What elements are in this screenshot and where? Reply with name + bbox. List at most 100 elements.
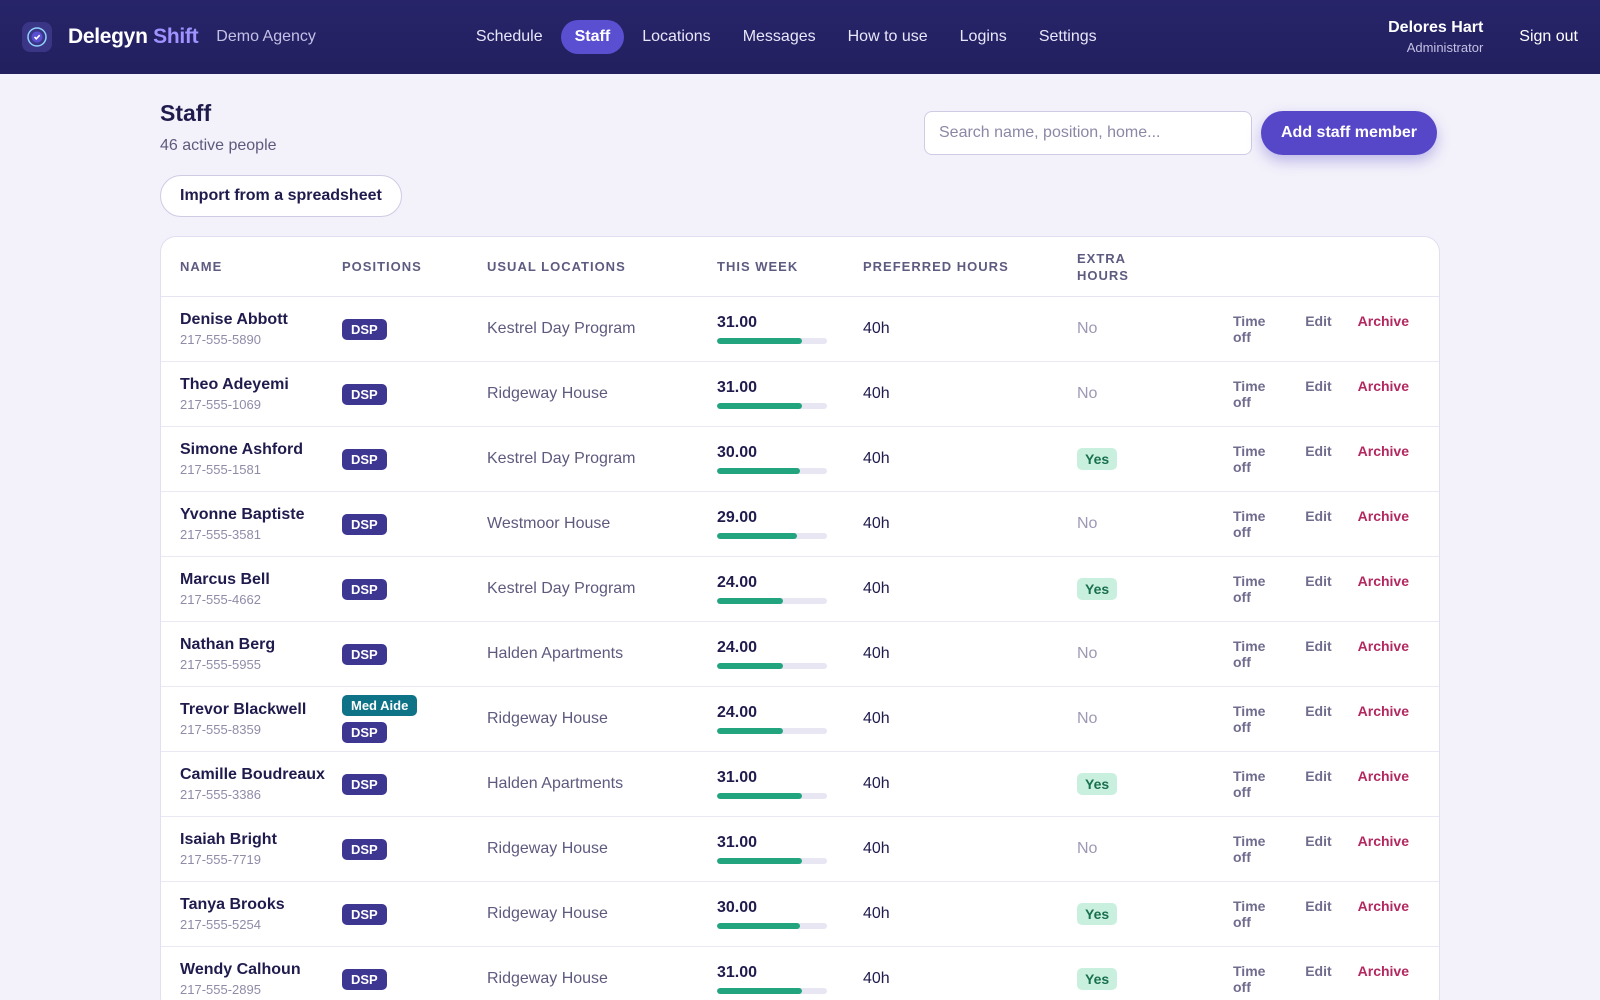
position-badge: Med Aide — [342, 695, 418, 716]
staff-name[interactable]: Tanya Brooks — [180, 896, 285, 913]
week-progress-fill — [717, 403, 803, 409]
add-staff-button[interactable]: Add staff member — [1261, 111, 1438, 155]
this-week-cell: 30.00 — [717, 444, 863, 474]
week-progress-bar — [717, 468, 827, 474]
staff-name[interactable]: Camille Boudreaux — [180, 766, 325, 783]
archive-button[interactable]: Archive — [1357, 638, 1409, 654]
location-cell: Kestrel Day Program — [487, 450, 717, 468]
usual-location: Halden Apartments — [487, 775, 624, 792]
search-input[interactable] — [924, 111, 1252, 155]
nav-how-to-use[interactable]: How to use — [847, 28, 928, 45]
edit-button[interactable]: Edit — [1305, 443, 1332, 459]
position-badge: DSP — [342, 318, 387, 340]
nav-locations[interactable]: Locations — [642, 28, 711, 45]
archive-button[interactable]: Archive — [1357, 508, 1409, 524]
name-cell: Denise Abbott 217-555-5890 — [161, 311, 342, 347]
nav-logins[interactable]: Logins — [959, 28, 1007, 45]
brand[interactable]: Delegyn Shift — [22, 22, 199, 52]
archive-button[interactable]: Archive — [1357, 573, 1409, 589]
extra-cell: Yes — [1077, 578, 1207, 600]
name-cell: Simone Ashford 217-555-1581 — [161, 441, 342, 477]
week-progress-bar — [717, 728, 827, 734]
header-preferred-hours: PREFERRED HOURS — [863, 259, 1009, 274]
week-progress-bar — [717, 598, 827, 604]
archive-button[interactable]: Archive — [1357, 898, 1409, 914]
header-positions: POSITIONS — [342, 259, 422, 274]
time-off-button[interactable]: Time off — [1233, 313, 1266, 345]
week-progress-bar — [717, 403, 827, 409]
time-off-button[interactable]: Time off — [1233, 638, 1266, 670]
week-progress-fill — [717, 793, 803, 799]
user-name: Delores Hart — [1388, 19, 1484, 36]
nav-schedule[interactable]: Schedule — [475, 28, 543, 45]
location-cell: Westmoor House — [487, 515, 717, 533]
staff-name[interactable]: Theo Adeyemi — [180, 376, 289, 393]
time-off-button[interactable]: Time off — [1233, 508, 1266, 540]
edit-button[interactable]: Edit — [1305, 638, 1332, 654]
name-cell: Nathan Berg 217-555-5955 — [161, 636, 342, 672]
preferred-cell: 40h — [863, 385, 1077, 403]
extra-cell: No — [1077, 385, 1207, 403]
sign-out-link[interactable]: Sign out — [1519, 28, 1578, 45]
edit-button[interactable]: Edit — [1305, 703, 1332, 719]
archive-button[interactable]: Archive — [1357, 833, 1409, 849]
week-progress-bar — [717, 923, 827, 929]
user-role: Administrator — [1406, 40, 1484, 55]
staff-name[interactable]: Isaiah Bright — [180, 831, 277, 848]
this-week-cell: 29.00 — [717, 509, 863, 539]
nav-messages[interactable]: Messages — [742, 28, 816, 45]
week-progress-fill — [717, 468, 800, 474]
time-off-button[interactable]: Time off — [1233, 443, 1266, 475]
preferred-hours: 40h — [863, 320, 890, 337]
staff-name[interactable]: Trevor Blackwell — [180, 701, 307, 718]
staff-name[interactable]: Nathan Berg — [180, 636, 276, 653]
staff-name[interactable]: Wendy Calhoun — [180, 961, 301, 978]
staff-name[interactable]: Simone Ashford — [180, 441, 303, 458]
edit-button[interactable]: Edit — [1305, 768, 1332, 784]
edit-button[interactable]: Edit — [1305, 313, 1332, 329]
archive-button[interactable]: Archive — [1357, 768, 1409, 784]
extra-cell: No — [1077, 645, 1207, 663]
name-cell: Theo Adeyemi 217-555-1069 — [161, 376, 342, 412]
staff-name[interactable]: Denise Abbott — [180, 311, 288, 328]
week-hours: 31.00 — [717, 964, 758, 981]
extra-cell: No — [1077, 515, 1207, 533]
time-off-button[interactable]: Time off — [1233, 378, 1266, 410]
archive-button[interactable]: Archive — [1357, 703, 1409, 719]
nav-settings[interactable]: Settings — [1038, 28, 1097, 45]
edit-button[interactable]: Edit — [1305, 378, 1332, 394]
archive-button[interactable]: Archive — [1357, 378, 1409, 394]
edit-button[interactable]: Edit — [1305, 963, 1332, 979]
time-off-button[interactable]: Time off — [1233, 833, 1266, 865]
edit-button[interactable]: Edit — [1305, 833, 1332, 849]
this-week-cell: 30.00 — [717, 899, 863, 929]
staff-name[interactable]: Marcus Bell — [180, 571, 270, 588]
time-off-button[interactable]: Time off — [1233, 963, 1266, 995]
extra-hours-yes-badge: Yes — [1077, 903, 1118, 925]
archive-button[interactable]: Archive — [1357, 313, 1409, 329]
actions-cell: Time off Edit Archive — [1207, 703, 1439, 735]
actions-cell: Time off Edit Archive — [1207, 508, 1439, 540]
staff-name[interactable]: Yvonne Baptiste — [180, 506, 305, 523]
nav-staff[interactable]: Staff — [560, 20, 625, 54]
edit-button[interactable]: Edit — [1305, 508, 1332, 524]
archive-button[interactable]: Archive — [1357, 443, 1409, 459]
position-badge: DSP — [342, 722, 387, 743]
time-off-button[interactable]: Time off — [1233, 703, 1266, 735]
edit-button[interactable]: Edit — [1305, 573, 1332, 589]
staff-phone: 217-555-3386 — [180, 787, 261, 802]
time-off-button[interactable]: Time off — [1233, 573, 1266, 605]
staff-phone: 217-555-7719 — [180, 852, 261, 867]
edit-button[interactable]: Edit — [1305, 898, 1332, 914]
archive-button[interactable]: Archive — [1357, 963, 1409, 979]
location-cell: Ridgeway House — [487, 970, 717, 988]
table-row: Wendy Calhoun 217-555-2895 DSP Ridgeway … — [161, 947, 1439, 1000]
time-off-button[interactable]: Time off — [1233, 898, 1266, 930]
usual-location: Westmoor House — [487, 515, 611, 532]
time-off-button[interactable]: Time off — [1233, 768, 1266, 800]
positions-cell: DSP — [342, 968, 487, 990]
staff-phone: 217-555-5254 — [180, 917, 261, 932]
table-row: Yvonne Baptiste 217-555-3581 DSP Westmoo… — [161, 492, 1439, 557]
import-spreadsheet-button[interactable]: Import from a spreadsheet — [160, 175, 402, 217]
week-hours: 24.00 — [717, 574, 758, 591]
